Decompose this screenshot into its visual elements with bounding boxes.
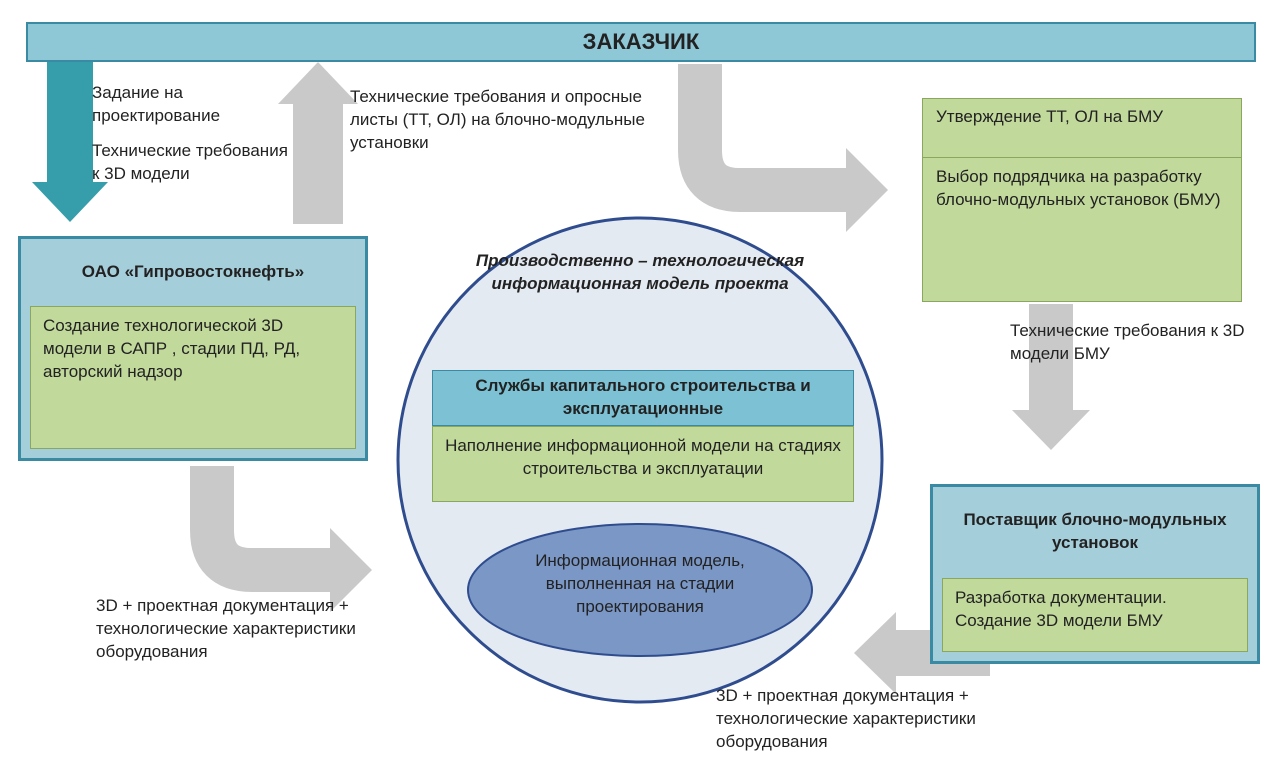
ellipse-text: Информационная модель, выполненная на ст… bbox=[488, 550, 792, 619]
label-l1: Задание на проектирование bbox=[92, 82, 292, 128]
circle-body: Наполнение информационной модели на стад… bbox=[432, 426, 854, 502]
label-l6: 3D + проектная документация + технологич… bbox=[716, 685, 1036, 754]
label-l5: 3D + проектная документация + технологич… bbox=[96, 595, 416, 664]
giprovostokneft-box-title: ОАО «Гипровостокнефть» bbox=[30, 248, 356, 296]
approval-row-2: Выбор подрядчика на разработку блочно-мо… bbox=[922, 158, 1242, 302]
customer-header: ЗАКАЗЧИК bbox=[26, 22, 1256, 62]
circle-title: Производственно – технологическая информ… bbox=[450, 250, 830, 296]
supplier-box-title: Поставщик блочно-модульных установок bbox=[942, 496, 1248, 568]
approval-row-1: Утверждение ТТ, ОЛ на БМУ bbox=[922, 98, 1242, 158]
circle-services-header: Службы капитального строительства и эксп… bbox=[432, 370, 854, 426]
label-l2: Технические требования к 3D модели bbox=[92, 140, 292, 186]
label-l3: Технические требования и опросные листы … bbox=[350, 86, 650, 155]
giprovostokneft-box-body: Создание технологической 3D модели в САП… bbox=[30, 306, 356, 449]
label-l4: Технические требования к 3D модели БМУ bbox=[1010, 320, 1250, 366]
supplier-box-body: Разработка документации. Создание 3D мод… bbox=[942, 578, 1248, 652]
